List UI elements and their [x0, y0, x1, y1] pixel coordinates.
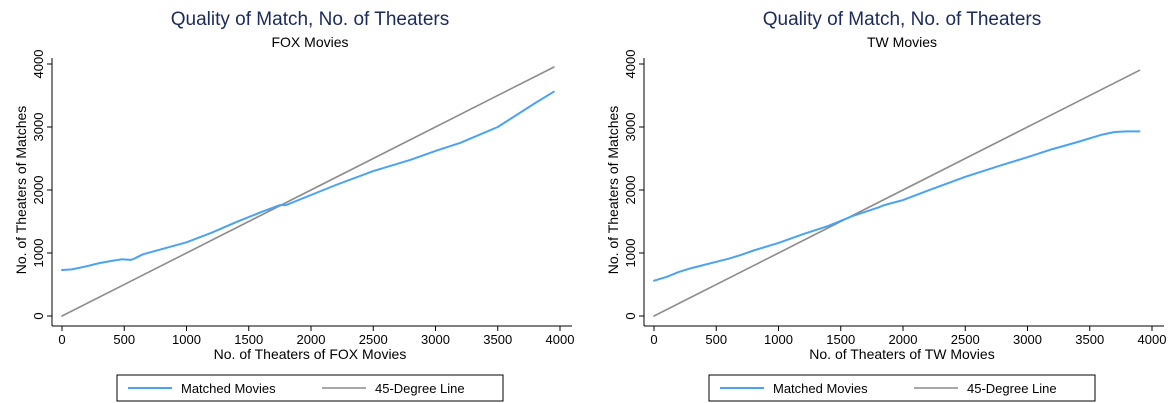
y-tick-label: 3000	[31, 113, 46, 142]
series-layer	[653, 69, 1141, 317]
x-tick-label: 2500	[951, 332, 980, 347]
chart-title: Quality of Match, No. of Theaters	[171, 9, 449, 30]
legend-box	[116, 374, 504, 402]
chart-axes: 0 500 1000 1500 2000 2500 3000 3500 4000 0 1000 200…	[623, 50, 1166, 347]
y-axis-label: No. of Theaters of Matches	[13, 106, 29, 275]
legend-label-matched: Matched Movies	[773, 381, 868, 396]
legend-label-diagonal: 45-Degree Line	[375, 381, 465, 396]
series-layer	[61, 66, 555, 317]
legend-label-diagonal: 45-Degree Line	[967, 381, 1057, 396]
y-tick-label: 0	[623, 312, 638, 319]
y-axis-label: No. of Theaters of Matches	[605, 106, 621, 275]
chart-subtitle: TW Movies	[867, 34, 937, 50]
x-tick-label: 3500	[483, 332, 512, 347]
y-tick-label: 0	[31, 312, 46, 319]
y-tick-label: 1000	[623, 239, 638, 268]
x-tick-label: 500	[705, 332, 727, 347]
x-tick-label: 3000	[1013, 332, 1042, 347]
legend-label-matched: Matched Movies	[181, 381, 276, 396]
x-tick-label: 2500	[359, 332, 388, 347]
x-tick-label: 500	[113, 332, 135, 347]
x-axis-label: No. of Theaters of FOX Movies	[214, 346, 407, 362]
y-tick-label: 2000	[623, 176, 638, 205]
chart-subtitle: FOX Movies	[271, 34, 348, 50]
x-tick-label: 3000	[421, 332, 450, 347]
x-tick-label: 2000	[297, 332, 326, 347]
x-tick-label: 4000	[546, 332, 575, 347]
series-line-matched-movies	[653, 130, 1141, 282]
x-tick-label: 0	[58, 332, 65, 347]
series-line-45-degree	[653, 69, 1141, 317]
legend: Matched Movies 45-Degree Line	[708, 374, 1096, 402]
x-tick-label: 1500	[826, 332, 855, 347]
legend-box	[708, 374, 1096, 402]
x-tick-label: 3500	[1075, 332, 1104, 347]
y-tick-label: 4000	[31, 50, 46, 79]
x-tick-label: 1500	[234, 332, 263, 347]
chart-panel-tw: Quality of Match, No. of Theaters TW Mov…	[605, 9, 1166, 402]
x-tick-label: 1000	[172, 332, 201, 347]
chart-panel-fox: Quality of Match, No. of Theaters FOX Mo…	[13, 9, 574, 402]
x-tick-label: 0	[650, 332, 657, 347]
y-tick-label: 2000	[31, 176, 46, 205]
x-axis-label: No. of Theaters of TW Movies	[809, 346, 994, 362]
y-tick-label: 1000	[31, 239, 46, 268]
x-tick-label: 1000	[764, 332, 793, 347]
y-tick-label: 4000	[623, 50, 638, 79]
series-line-matched-movies	[61, 90, 555, 271]
legend: Matched Movies 45-Degree Line	[116, 374, 504, 402]
chart-title: Quality of Match, No. of Theaters	[763, 9, 1041, 30]
y-tick-label: 3000	[623, 113, 638, 142]
series-line-45-degree	[61, 66, 555, 317]
x-tick-label: 2000	[889, 332, 918, 347]
chart-axes: 0 500 1000 1500 2000 2500 3000 3500 4000 0 1000 200…	[31, 50, 574, 347]
x-tick-label: 4000	[1138, 332, 1167, 347]
